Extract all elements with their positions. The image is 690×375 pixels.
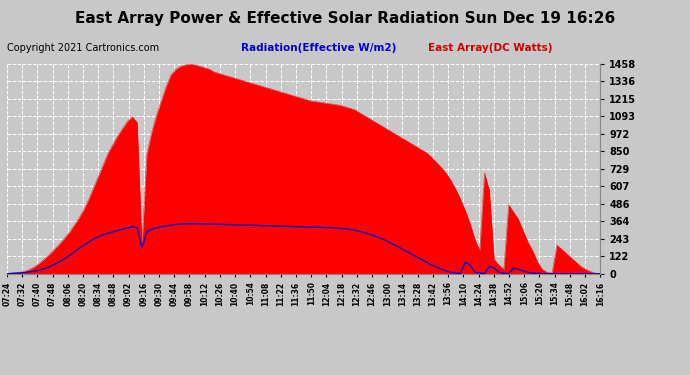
Text: Copyright 2021 Cartronics.com: Copyright 2021 Cartronics.com: [7, 43, 159, 53]
Text: East Array Power & Effective Solar Radiation Sun Dec 19 16:26: East Array Power & Effective Solar Radia…: [75, 11, 615, 26]
Text: Radiation(Effective W/m2): Radiation(Effective W/m2): [241, 43, 397, 53]
Text: East Array(DC Watts): East Array(DC Watts): [428, 43, 552, 53]
